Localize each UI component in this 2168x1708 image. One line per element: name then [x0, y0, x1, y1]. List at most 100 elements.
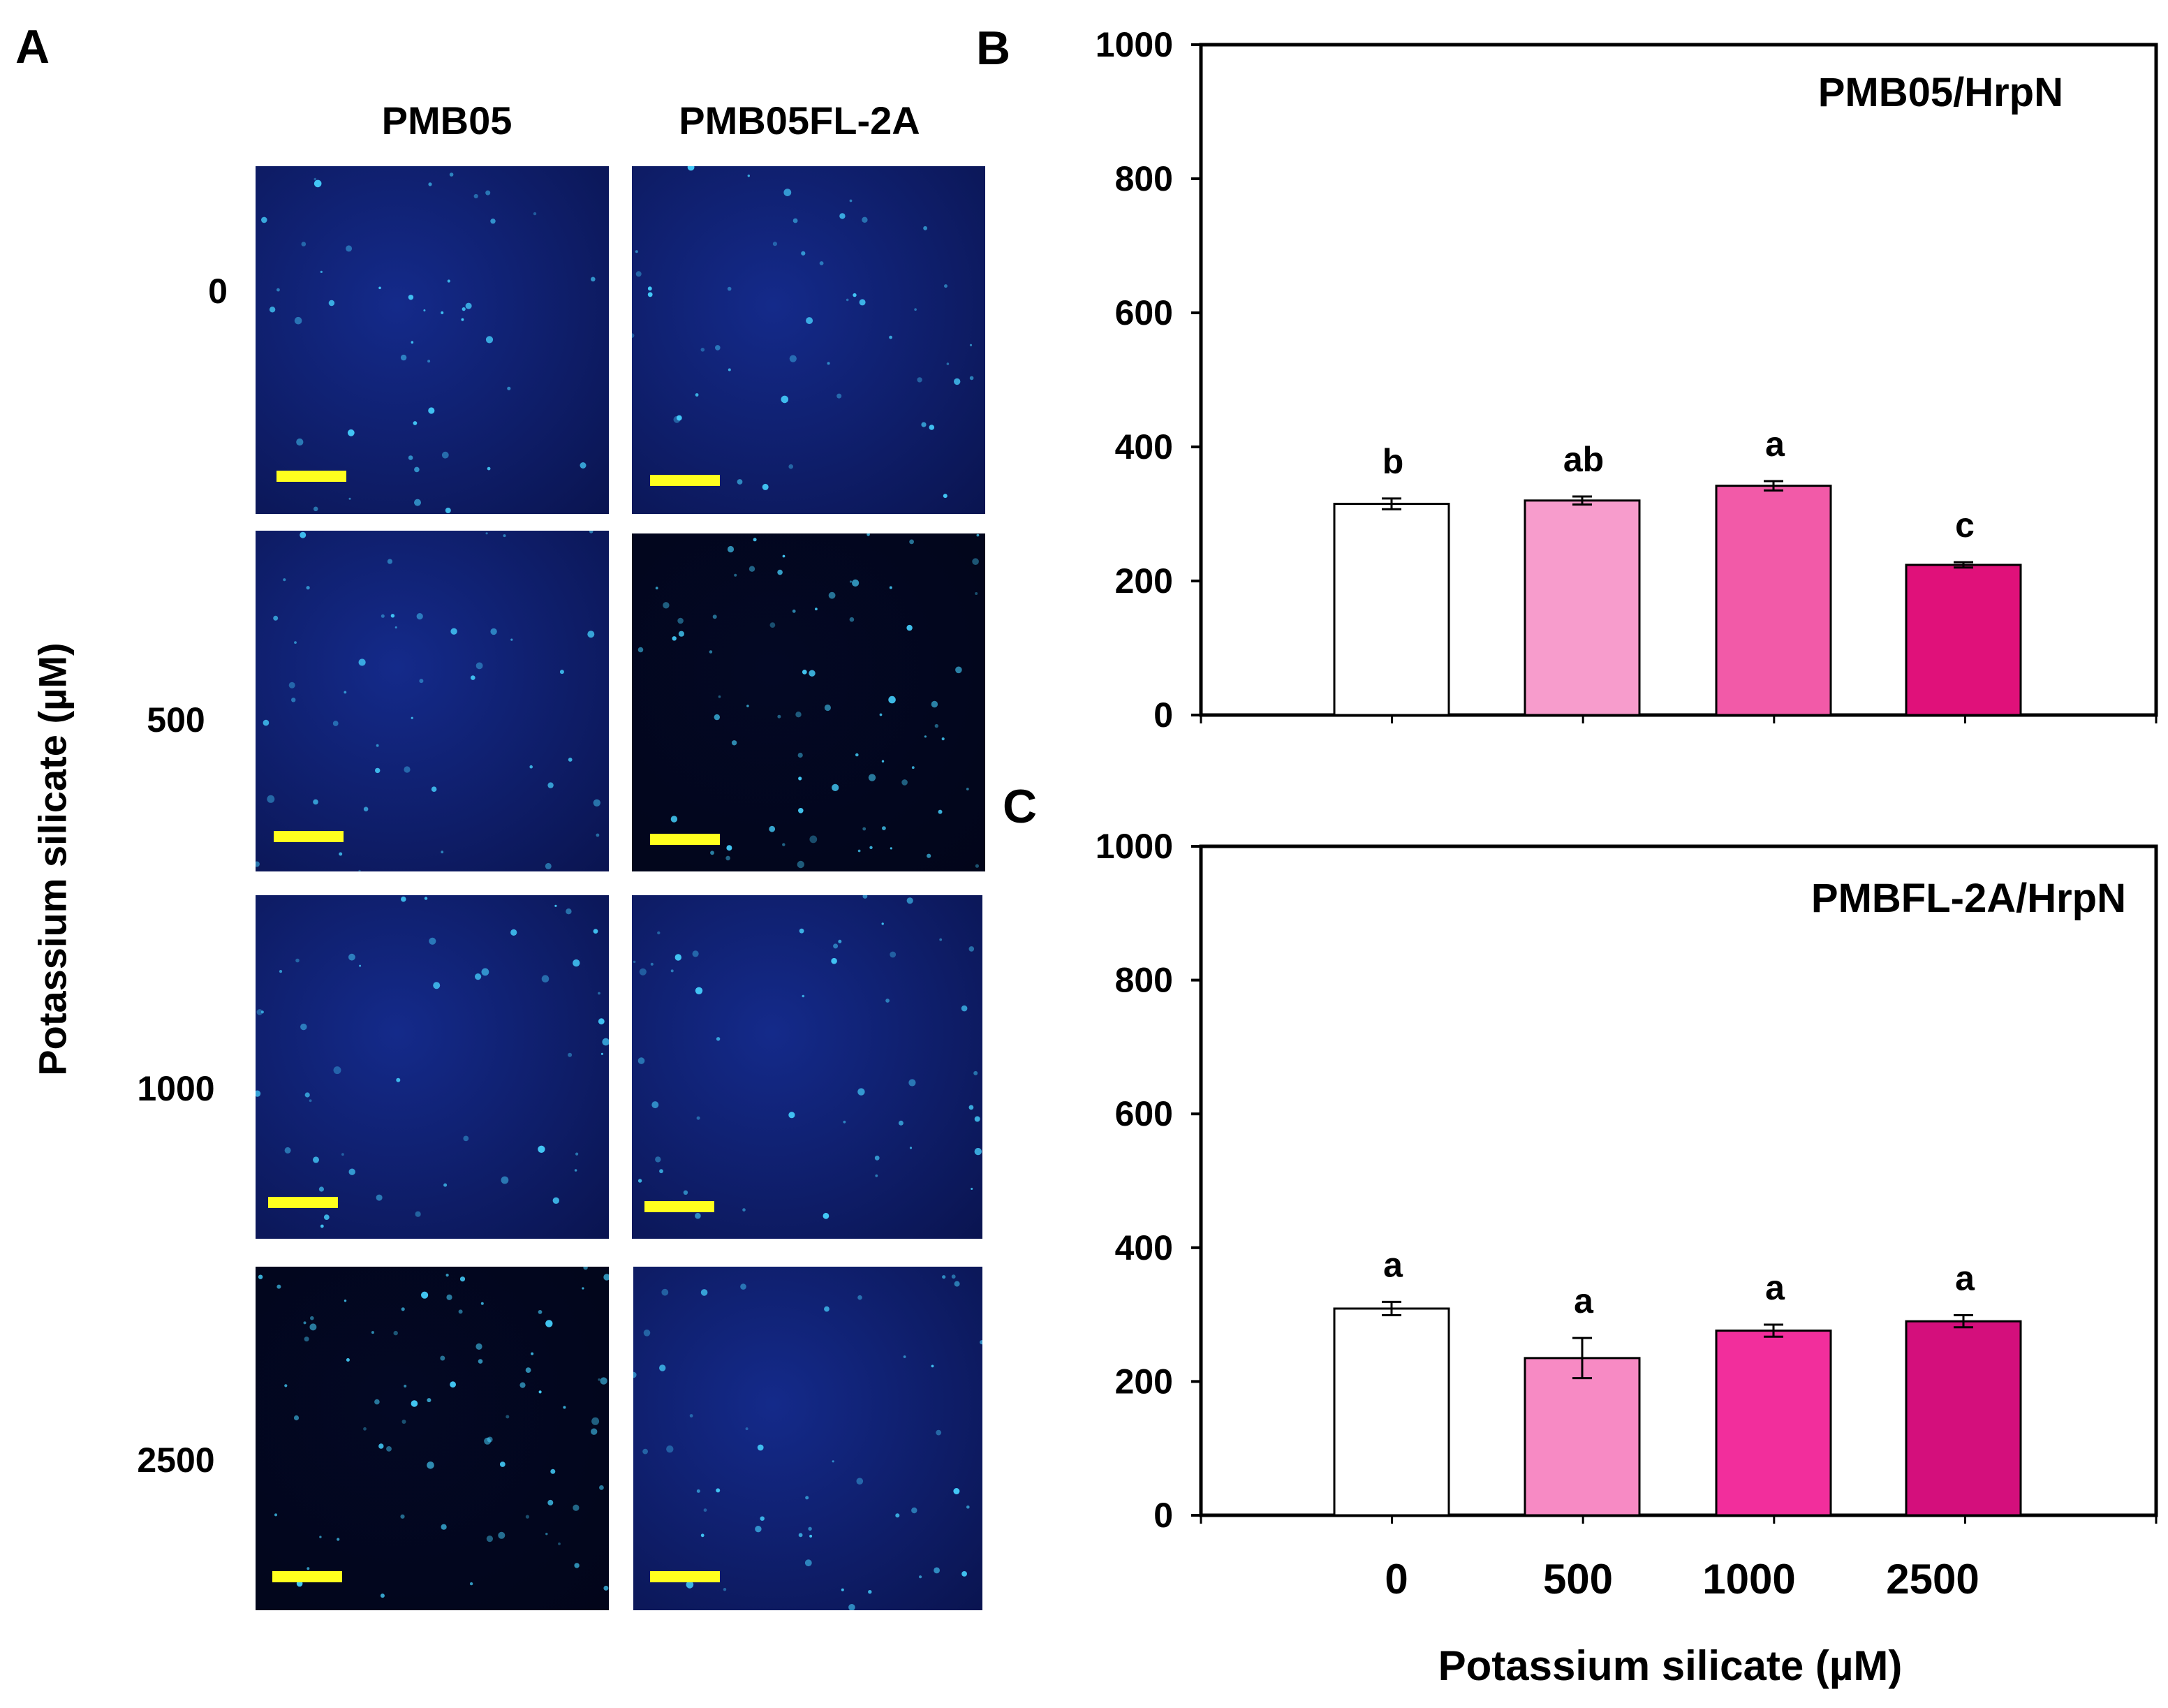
- fluorescence-spot: [303, 1321, 307, 1325]
- y-tick-label: 0: [1153, 1496, 1173, 1535]
- fluorescence-spot: [846, 298, 849, 302]
- fluorescence-spot: [731, 740, 737, 746]
- fluorescence-spot: [427, 1398, 432, 1403]
- fluorescence-spot: [599, 1485, 604, 1490]
- scale-bar: [650, 475, 720, 486]
- fluorescence-spot: [921, 422, 927, 427]
- fluorescence-spot: [637, 647, 644, 653]
- panel-letter-c: C: [1003, 780, 1037, 833]
- fluorescence-spot: [313, 799, 318, 805]
- fluorescence-spot: [414, 466, 420, 473]
- fluorescence-spot: [386, 1446, 392, 1452]
- fluorescence-spot: [447, 279, 450, 283]
- significance-letter: a: [1765, 425, 1785, 464]
- fluorescence-spot: [753, 538, 757, 542]
- fluorescence-spot: [485, 532, 488, 535]
- fluorescence-spot: [666, 1445, 674, 1453]
- fluorescence-spot: [346, 1358, 350, 1362]
- fluorescence-spot: [487, 466, 491, 471]
- fluorescence-spot: [971, 1188, 973, 1190]
- fluorescence-spot: [593, 799, 600, 807]
- fluorescence-spot: [428, 407, 435, 414]
- fluorescence-spot: [602, 1038, 609, 1046]
- fluorescence-spot: [390, 614, 395, 618]
- y-tick-label: 1000: [1096, 827, 1173, 866]
- fluorescence-spot: [347, 429, 355, 436]
- fluorescence-spot: [919, 1575, 922, 1579]
- fluorescence-spot: [974, 1147, 982, 1156]
- fluorescence-spot: [639, 968, 647, 976]
- fluorescence-spot: [314, 177, 317, 181]
- fluorescence-spot: [700, 1533, 705, 1538]
- chart-title: PMBFL-2A/HrpN: [1811, 876, 2126, 921]
- fluorescence-spot: [300, 1023, 307, 1031]
- fluorescence-spot: [421, 1291, 429, 1299]
- fluorescence-spot: [941, 737, 945, 741]
- fluorescence-spot: [283, 578, 286, 582]
- fluorescence-spot: [914, 308, 917, 311]
- fluorescence-spot: [309, 1323, 317, 1331]
- fluorescence-spot: [538, 1145, 545, 1153]
- fluorescence-spot: [401, 896, 406, 902]
- fluorescence-spot: [348, 497, 351, 500]
- fluorescence-spot: [498, 1531, 506, 1539]
- fluorescence-spot: [323, 1214, 330, 1220]
- fluorescence-spot: [480, 1302, 484, 1305]
- fluorescence-spot: [856, 1478, 864, 1485]
- fluorescence-spot: [396, 1077, 401, 1082]
- fluorescence-spot: [651, 1101, 659, 1109]
- bar: [1905, 564, 2022, 716]
- fluorescence-spot: [804, 1559, 812, 1567]
- fluorescence-spot: [823, 1212, 829, 1219]
- fluorescence-spot: [320, 270, 323, 273]
- fluorescence-spot: [378, 1443, 384, 1449]
- fluorescence-spot: [942, 1275, 946, 1279]
- fluorescence-spot: [600, 1377, 607, 1385]
- fluorescence-spot: [848, 1604, 855, 1610]
- fluorescence-spot: [538, 1310, 543, 1314]
- fluorescence-spot: [525, 1515, 529, 1519]
- fluorescence-spot: [833, 943, 839, 949]
- fluorescence-spot: [788, 464, 793, 469]
- fluorescence-spot: [490, 219, 496, 224]
- column-header-pmb05: PMB05: [381, 98, 512, 142]
- fluorescence-spot: [510, 929, 517, 936]
- fluorescence-spot: [258, 1274, 263, 1279]
- fluorescence-spot: [471, 675, 475, 680]
- fluorescence-spot: [799, 928, 804, 934]
- significance-letter: ab: [1563, 440, 1604, 479]
- fluorescence-spot: [256, 1090, 261, 1097]
- fluorescence-spot: [806, 317, 813, 325]
- significance-letter: b: [1382, 442, 1404, 481]
- fluorescence-spot: [687, 166, 695, 171]
- fluorescence-spot: [428, 182, 432, 186]
- fluorescence-spot: [499, 1462, 506, 1467]
- fluorescence-spot: [531, 1352, 534, 1355]
- fluorescence-spot: [836, 393, 842, 399]
- fluorescence-spot: [294, 316, 302, 325]
- fluorescence-spot: [655, 1156, 661, 1163]
- fluorescence-spot: [809, 835, 818, 844]
- fluorescence-spot: [777, 569, 783, 575]
- fluorescence-spot: [566, 908, 572, 915]
- fluorescence-spot: [975, 864, 979, 868]
- fluorescence-spot: [419, 679, 424, 684]
- fluorescence-spot: [802, 670, 807, 675]
- fluorescence-spot: [580, 462, 587, 469]
- fluorescence-spot: [901, 779, 908, 786]
- fluorescence-spot: [875, 1174, 878, 1177]
- row-label-2500: 2500: [137, 1441, 215, 1480]
- fluorescence-spot: [917, 377, 922, 383]
- fluorescence-spot: [443, 1183, 448, 1187]
- fluorescence-spot: [980, 1340, 982, 1345]
- fluorescence-spot: [954, 1281, 960, 1287]
- fluorescence-spot: [792, 609, 796, 613]
- fluorescence-spot: [501, 1176, 509, 1184]
- fluorescence-spot: [538, 1390, 542, 1394]
- fluorescence-spot: [659, 1364, 666, 1371]
- fluorescence-spot: [552, 1197, 559, 1204]
- fluorescence-spot: [670, 969, 674, 973]
- row-label-500: 500: [147, 700, 205, 739]
- scale-bar: [644, 1201, 714, 1212]
- fluorescence-spot: [838, 939, 842, 943]
